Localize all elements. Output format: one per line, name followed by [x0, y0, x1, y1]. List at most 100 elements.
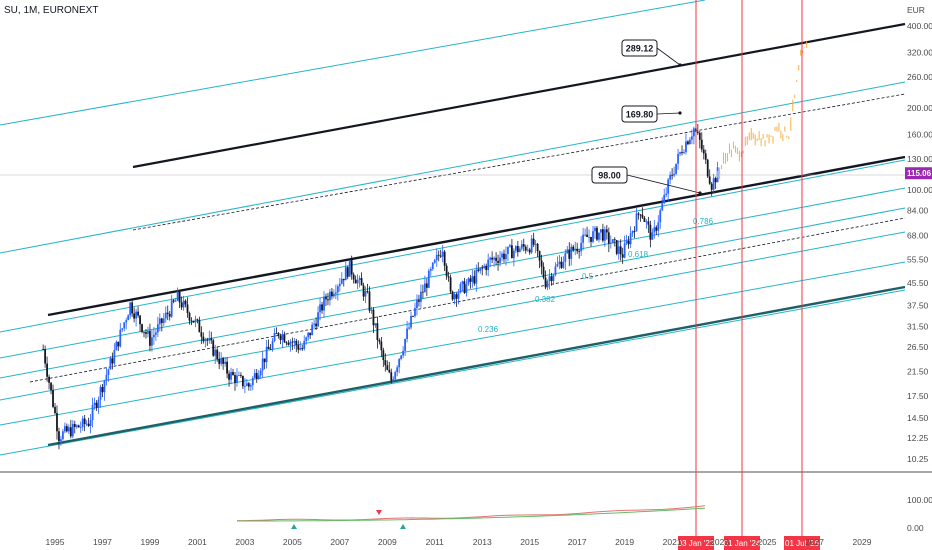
fib-labels: 0.786 0.618 0.5 0.382 0.236: [478, 217, 714, 334]
candle-body: [576, 248, 579, 252]
candle-body: [594, 227, 596, 232]
candle-body: [499, 257, 501, 263]
candle-body: [180, 302, 183, 308]
candle-body: [97, 399, 100, 408]
candle-body: [58, 431, 60, 442]
candle-body: [315, 323, 317, 327]
candle-body: [556, 264, 559, 267]
candle-body: [204, 339, 207, 342]
candle-body: [410, 315, 412, 328]
candle-body: [303, 340, 306, 350]
price-tick-label: 37.50: [907, 301, 929, 311]
fib-level-label: 0.382: [535, 295, 556, 304]
candle-body: [305, 337, 308, 341]
candle-body: [291, 341, 294, 343]
candle-body: [113, 350, 116, 364]
time-axis[interactable]: 1995 1997 1999 2001 2003 2005 2007 2009 2011 2013…: [46, 537, 872, 547]
candle-body: [483, 265, 486, 268]
price-tick-label: 26.50: [907, 342, 929, 352]
candle-body: [129, 302, 132, 316]
candle-body: [592, 231, 594, 242]
candle-body: [71, 423, 74, 437]
candle-body: [327, 299, 329, 301]
candle-body: [149, 331, 151, 346]
candle-body: [443, 251, 446, 266]
candle-body: [481, 267, 484, 269]
candle-body: [212, 340, 215, 356]
upper-channel-line: [0, 0, 706, 126]
candle-body: [639, 214, 642, 216]
candle-body: [54, 406, 56, 414]
candle-body: [255, 373, 258, 379]
candle-body: [493, 257, 496, 260]
date-markers: 03 Jan '22 01 Jan '24 01 Jul '26: [678, 0, 820, 550]
callout-value: 289.12: [626, 44, 654, 54]
candle-body: [83, 418, 86, 425]
current-price-label: 115.06: [907, 169, 932, 178]
candle-body: [641, 214, 644, 218]
price-tick-label: 160.00: [907, 129, 932, 139]
candle-body: [562, 261, 565, 268]
price-axis[interactable]: 400.00 320.00 260.00 200.00 160.00 130.00 100.…: [905, 21, 932, 464]
candle-body: [689, 139, 691, 145]
candle-body: [633, 231, 636, 232]
candle-body: [708, 176, 711, 184]
year-tick-label: 1999: [140, 537, 159, 547]
candle-body: [396, 367, 399, 373]
candle-body: [388, 369, 391, 373]
candle-body: [607, 232, 610, 244]
candle-body: [455, 294, 458, 299]
candle-body: [645, 221, 648, 223]
signal-up-icon: [291, 524, 297, 529]
candle-body: [301, 348, 304, 350]
candle-body: [532, 238, 535, 245]
indicator-signal-line: [237, 507, 706, 522]
candle-body: [623, 243, 626, 258]
candle-body: [601, 229, 604, 241]
candle-body: [425, 283, 428, 288]
candle-body: [329, 291, 331, 301]
candle-body: [617, 246, 620, 254]
candle-body: [162, 318, 165, 324]
candle-body: [307, 332, 310, 338]
candle-body: [631, 231, 634, 234]
candle-body: [200, 332, 203, 337]
candle-body: [48, 376, 50, 383]
candle-body: [566, 249, 569, 254]
candle-body: [580, 242, 583, 252]
candle-body: [297, 345, 300, 350]
year-tick-label: 2023: [710, 537, 729, 547]
candle-body: [384, 360, 387, 366]
date-marker-tag: [784, 536, 820, 550]
year-tick-label: 2021: [663, 537, 682, 547]
candle-body: [584, 234, 586, 236]
candle-body: [522, 244, 525, 247]
candle-body: [524, 246, 527, 251]
candle-body: [611, 239, 614, 244]
candle-body: [669, 174, 672, 180]
candle-body: [615, 240, 618, 254]
candle-body: [279, 335, 282, 340]
candle-body: [91, 405, 94, 421]
price-tick-label: 400.00: [907, 21, 932, 31]
candle-body: [234, 375, 236, 383]
candle-body: [56, 413, 58, 432]
candle-body: [507, 246, 509, 255]
upper-midline-dashed: [132, 93, 906, 231]
price-tick-label: 84.00: [907, 205, 929, 215]
candle-body: [598, 232, 600, 240]
candle-body: [698, 132, 701, 140]
currency-label: EUR: [907, 5, 925, 15]
candle-body: [564, 253, 567, 262]
candle-body: [653, 227, 656, 233]
candle-body: [431, 262, 434, 270]
candle-body: [334, 292, 337, 294]
callout-value: 169.80: [626, 110, 654, 120]
price-tick-label: 17.50: [907, 391, 929, 401]
candle-body: [663, 194, 666, 204]
candle-body: [665, 193, 668, 195]
candle-body: [340, 278, 343, 284]
candle-body: [52, 390, 54, 407]
candle-body: [332, 293, 335, 297]
